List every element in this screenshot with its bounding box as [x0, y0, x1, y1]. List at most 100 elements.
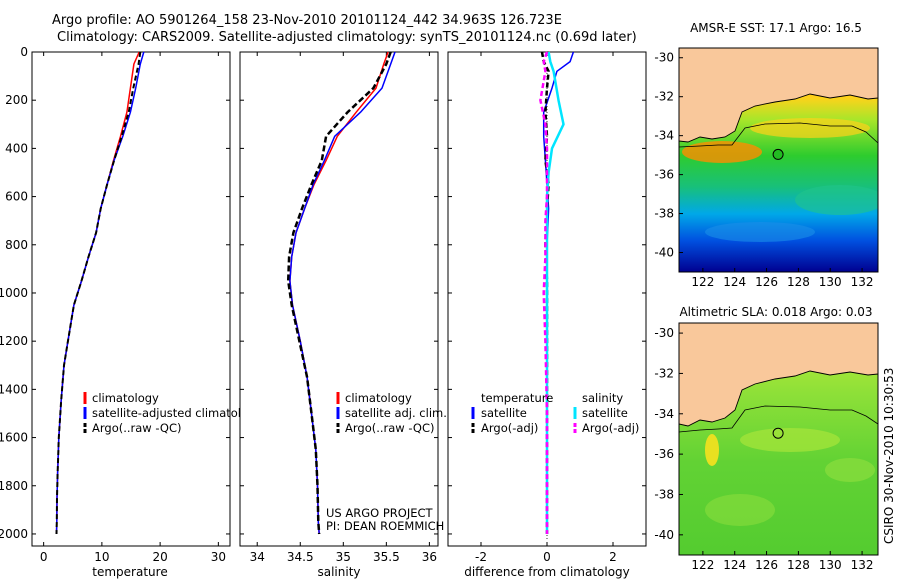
map-y-tick-label: -30 [654, 326, 674, 340]
difference-legend-salinity: salinity satellite Argo(-adj) [573, 391, 639, 435]
y-tick-label: 400 [5, 141, 28, 155]
difference-xlabel: difference from climatology [464, 565, 630, 579]
legend-label-climatology: climatology [345, 391, 412, 405]
x-tick-label: 0 [543, 550, 551, 564]
x-tick-label: 34.5 [287, 550, 314, 564]
temperature-legend: climatology satellite-adjusted climatolo… [83, 391, 262, 435]
legend-label-sal-argo: Argo(-adj) [582, 421, 639, 435]
legend-label-temp-argo: Argo(-adj) [481, 421, 538, 435]
series-line-salinity-argo-adj- [539, 51, 549, 534]
map-x-tick-label: 128 [787, 275, 810, 289]
temperature-axes: 0 10 20 30 0 200 400 600 800 1000 1200 1400 1600 1800… [0, 45, 230, 564]
sst-warm-patch [682, 141, 762, 163]
y-tick-label: 0 [20, 45, 28, 59]
sla-contour [679, 405, 878, 433]
map-y-tick-label: -32 [654, 366, 674, 380]
legend-label-sal-satellite: satellite [582, 406, 628, 420]
series-line-satellite-adj-clim- [289, 51, 396, 535]
y-tick-label: 2000 [0, 527, 28, 541]
temperature-xlabel: temperature [92, 565, 167, 579]
map-y-tick-label: -34 [654, 407, 674, 421]
map-y-tick-label: -40 [654, 528, 674, 542]
sst-land-mask [679, 48, 878, 143]
sla-map-panel: Altimetric SLA: 0.018 Argo: 0.03 122 124 1… [654, 305, 879, 572]
map-x-tick-label: 130 [819, 275, 842, 289]
salinity-lines [286, 51, 396, 535]
project-annotation-line2: PI: DEAN ROEMMICH [326, 519, 444, 533]
difference-lines [539, 51, 575, 534]
temperature-panel: 0 10 20 30 0 200 400 600 800 1000 1200 1400 1600 1800… [0, 45, 262, 579]
difference-panel: -2 0 2 difference from climatology tempera… [447, 51, 647, 579]
salinity-legend: climatology satellite adj. clim. Argo(..… [336, 391, 447, 435]
y-tick-label: 800 [5, 238, 28, 252]
figure-title-line2: Climatology: CARS2009. Satellite-adjuste… [57, 30, 637, 45]
sla-high-patch [705, 434, 719, 466]
y-tick-label: 1400 [0, 382, 28, 396]
map-x-tick-label: 124 [723, 275, 746, 289]
legend-header-temperature: temperature [481, 391, 553, 405]
map-y-tick-label: -32 [654, 90, 674, 104]
x-tick-label: 35.5 [373, 550, 400, 564]
legend-label-satellite: satellite-adjusted climatology [92, 406, 262, 420]
x-tick-label: 36 [422, 550, 437, 564]
y-tick-label: 200 [5, 93, 28, 107]
map-x-tick-label: 128 [787, 558, 810, 572]
y-tick-label: 1600 [0, 431, 28, 445]
y-tick-label: 1800 [0, 479, 28, 493]
map-y-tick-label: -40 [654, 246, 674, 260]
map-x-tick-label: 130 [819, 558, 842, 572]
legend-label-temp-satellite: satellite [481, 406, 527, 420]
map-y-tick-label: -30 [654, 51, 674, 65]
figure-title-line1: Argo profile: AO 5901264_158 23-Nov-2010… [52, 13, 562, 28]
sla-right-patch [825, 458, 875, 482]
sla-argo-position-marker [772, 427, 784, 439]
y-tick-label: 1200 [0, 334, 28, 348]
map-y-tick-label: -36 [654, 168, 674, 182]
map-y-tick-label: -36 [654, 447, 674, 461]
x-tick-label: 30 [211, 550, 226, 564]
map-y-tick-label: -38 [654, 207, 674, 221]
sla-map-frame [678, 322, 879, 556]
sst-map-panel: AMSR-E SST: 17.1 Argo: 16.5 122 124 126 128… [654, 21, 879, 289]
map-x-tick-label: 122 [691, 558, 714, 572]
map-y-tick-label: -34 [654, 129, 674, 143]
sla-lower-patch [705, 494, 775, 526]
map-x-tick-label: 126 [755, 275, 778, 289]
sst-warm-band [750, 118, 870, 138]
sst-argo-position-marker [772, 148, 784, 160]
x-tick-label: 20 [152, 550, 167, 564]
sla-map-title: Altimetric SLA: 0.018 Argo: 0.03 [679, 305, 872, 319]
salinity-panel: 34 34.5 35 35.5 36 salinity climatology sate… [239, 51, 447, 579]
difference-legend-temperature: temperature satellite Argo(-adj) [471, 391, 553, 435]
map-y-tick-label: -38 [654, 487, 674, 501]
sla-land-mask [679, 323, 878, 427]
y-tick-label: 1000 [0, 286, 28, 300]
sla-blobs [705, 428, 875, 526]
x-tick-label: -2 [475, 550, 487, 564]
sla-band [740, 428, 840, 452]
salinity-axes: 34 34.5 35 35.5 36 [240, 51, 438, 564]
x-tick-label: 34 [250, 550, 265, 564]
x-tick-label: 0 [40, 550, 48, 564]
map-x-tick-label: 122 [691, 275, 714, 289]
sla-map-axes: 122 124 126 128 130 132 -30 -32 -34 -36 -38 -40 [654, 326, 873, 572]
series-line-argo-raw-qc- [286, 51, 392, 535]
temperature-lines [55, 51, 145, 535]
y-tick-label: 600 [5, 190, 28, 204]
salinity-plot-area [239, 51, 439, 547]
difference-axes: -2 0 2 [448, 51, 646, 564]
sst-blobs [682, 118, 878, 242]
x-tick-label: 2 [609, 550, 617, 564]
x-tick-label: 35 [336, 550, 351, 564]
sst-map-axes: 122 124 126 128 130 132 -30 -32 -34 -36 -38 -40 [654, 51, 873, 289]
legend-header-salinity: salinity [582, 391, 623, 405]
project-annotation-line1: US ARGO PROJECT [326, 506, 434, 520]
temperature-plot-area [31, 51, 231, 547]
creation-stamp: CSIRO 30-Nov-2010 10:30:53 [882, 368, 896, 544]
sst-contour [679, 122, 878, 148]
sst-blue-patch [705, 222, 815, 242]
salinity-xlabel: salinity [317, 565, 360, 579]
map-x-tick-label: 132 [851, 558, 874, 572]
map-x-tick-label: 124 [723, 558, 746, 572]
